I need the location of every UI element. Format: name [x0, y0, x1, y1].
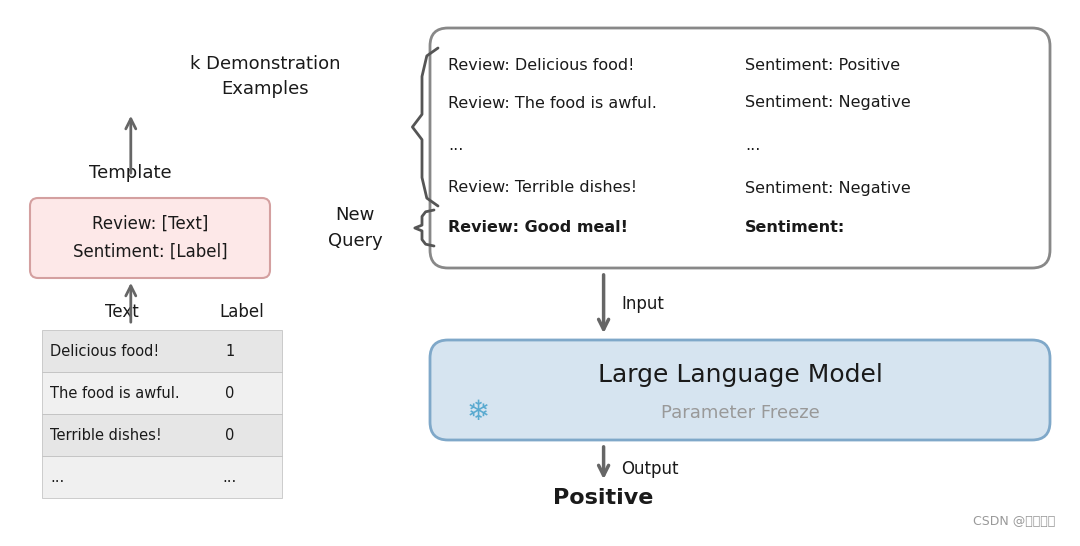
Text: Review: Delicious food!: Review: Delicious food! — [448, 58, 634, 74]
Text: Sentiment: Positive: Sentiment: Positive — [745, 58, 900, 74]
Bar — [42, 372, 282, 414]
Text: 0: 0 — [226, 385, 234, 401]
Text: Output: Output — [622, 460, 679, 478]
Text: Parameter Freeze: Parameter Freeze — [661, 404, 820, 422]
Text: Positive: Positive — [553, 488, 653, 508]
Text: 0: 0 — [226, 428, 234, 442]
Text: Input: Input — [622, 295, 664, 313]
Text: Delicious food!: Delicious food! — [50, 343, 159, 359]
FancyBboxPatch shape — [30, 198, 270, 278]
Bar — [42, 330, 282, 372]
Text: ...: ... — [448, 139, 463, 153]
Text: Review: [Text]
Sentiment: [Label]: Review: [Text] Sentiment: [Label] — [72, 215, 227, 261]
Bar — [42, 456, 282, 498]
Text: Label: Label — [219, 303, 265, 321]
Text: ...: ... — [50, 470, 64, 484]
Text: k Demonstration
Examples: k Demonstration Examples — [190, 55, 340, 98]
Text: Sentiment: Negative: Sentiment: Negative — [745, 181, 910, 195]
Text: Sentiment:: Sentiment: — [745, 221, 846, 235]
FancyBboxPatch shape — [430, 340, 1050, 440]
Text: ...: ... — [222, 470, 238, 484]
Text: Template: Template — [90, 164, 172, 182]
Text: New
Query: New Query — [327, 206, 382, 250]
Text: Large Language Model: Large Language Model — [597, 363, 882, 387]
Text: CSDN @剥刀韭菜: CSDN @剥刀韭菜 — [973, 515, 1055, 528]
Text: ❄: ❄ — [467, 398, 489, 426]
Text: 1: 1 — [226, 343, 234, 359]
Text: ...: ... — [745, 139, 760, 153]
Text: Terrible dishes!: Terrible dishes! — [50, 428, 162, 442]
Text: The food is awful.: The food is awful. — [50, 385, 179, 401]
Text: Sentiment: Negative: Sentiment: Negative — [745, 96, 910, 110]
Text: Review: Good meal!: Review: Good meal! — [448, 221, 627, 235]
Text: Review: The food is awful.: Review: The food is awful. — [448, 96, 657, 110]
Text: Review: Terrible dishes!: Review: Terrible dishes! — [448, 181, 637, 195]
FancyBboxPatch shape — [430, 28, 1050, 268]
Bar — [42, 414, 282, 456]
Text: Text: Text — [105, 303, 139, 321]
